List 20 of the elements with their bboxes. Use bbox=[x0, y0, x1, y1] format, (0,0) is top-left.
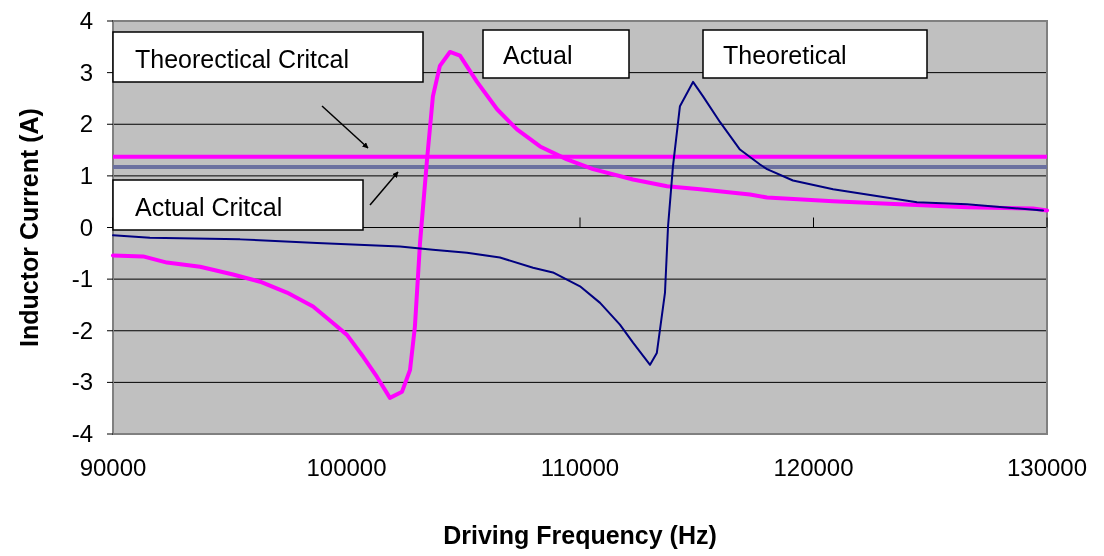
y-tick-label: -1 bbox=[71, 265, 93, 293]
series-label: Actual bbox=[503, 41, 573, 69]
y-tick-label: 3 bbox=[79, 58, 93, 86]
x-tick-label: 110000 bbox=[540, 454, 620, 481]
x-tick-label: 120000 bbox=[773, 454, 854, 481]
series-label: Theoretical bbox=[723, 41, 847, 69]
x-tick-label: 130000 bbox=[1006, 454, 1088, 481]
y-tick-label: 4 bbox=[79, 7, 93, 34]
x-tick-label: 90000 bbox=[79, 454, 147, 481]
y-axis-title: Inductor Current (A) bbox=[15, 108, 43, 347]
y-tick-label: 2 bbox=[79, 110, 93, 138]
x-axis-title: Driving Frequency (Hz) bbox=[443, 521, 717, 549]
y-tick-label: -2 bbox=[71, 316, 93, 344]
x-tick-label: 100000 bbox=[306, 454, 387, 481]
y-tick-label: 1 bbox=[79, 161, 93, 189]
y-tick-label: 0 bbox=[79, 213, 93, 241]
annotation: Theorectical Critcal bbox=[135, 45, 349, 73]
y-tick-label: -3 bbox=[71, 368, 93, 396]
annotation: Actual Critcal bbox=[135, 193, 283, 221]
y-tick-label: -4 bbox=[71, 420, 93, 447]
